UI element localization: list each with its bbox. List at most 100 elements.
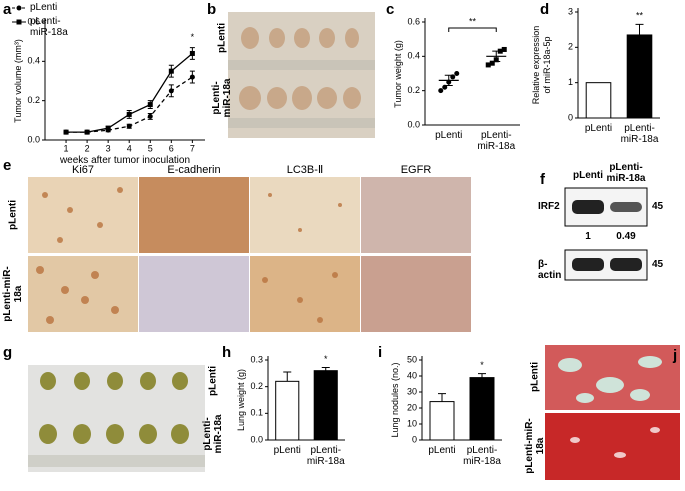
column-header: LC3B-Ⅱ xyxy=(286,164,324,176)
y-tick-label: 2 xyxy=(568,42,573,52)
panel-letter: f xyxy=(540,171,545,188)
legend-label: pLenti-miR-18a xyxy=(30,16,68,38)
ruler xyxy=(228,118,375,128)
x-tick-label: pLenti xyxy=(584,123,613,134)
y-tick-label: 0.0 xyxy=(407,119,420,129)
column-header: E-cadherin xyxy=(167,164,221,176)
y-tick-label: 0 xyxy=(412,434,417,444)
annotation: * xyxy=(480,360,484,370)
x-tick-label: pLenti-miR-18a xyxy=(620,123,659,145)
column-header: pLenti-miR-18a xyxy=(606,162,646,184)
annotation: * xyxy=(324,354,328,364)
marker xyxy=(126,123,132,129)
dot xyxy=(489,60,495,66)
y-axis-label: Tumor volume (mm³) xyxy=(13,39,24,123)
dot xyxy=(485,62,491,68)
lungs xyxy=(39,372,189,444)
bar xyxy=(275,380,300,441)
panel-letter: h xyxy=(222,344,232,361)
y-axis-label: Relative expression xyxy=(531,25,542,105)
y-tick-label: 30 xyxy=(407,386,417,396)
marker xyxy=(126,111,132,117)
alveoli xyxy=(570,427,660,458)
row-label: pLenti-miR-18a xyxy=(211,78,233,118)
alveoli xyxy=(558,356,662,403)
x-axis-label: weeks after tumor inoculation xyxy=(59,155,191,166)
y-tick-label: 0.4 xyxy=(27,56,40,66)
row-label: pLenti-miR-18a xyxy=(2,266,24,322)
marker xyxy=(63,129,69,135)
y-tick-label: 10 xyxy=(407,418,417,428)
error-bar xyxy=(478,373,486,378)
band-label: IRF2 xyxy=(538,201,560,212)
x-tick-label: 4 xyxy=(127,143,132,153)
band-size: 45 xyxy=(652,201,664,212)
x-tick-label: 7 xyxy=(190,143,195,153)
x-tick-label: 3 xyxy=(106,143,111,153)
row-label: pLenti-miR-18a xyxy=(524,418,546,474)
y-tick-label: 0.2 xyxy=(407,85,420,95)
y-tick-label: 40 xyxy=(407,370,417,380)
marker xyxy=(147,102,153,108)
error-bar xyxy=(438,393,446,402)
band-size: 45 xyxy=(652,259,664,270)
legend-marker xyxy=(16,5,22,11)
band xyxy=(610,258,642,271)
y-tick-label: 20 xyxy=(407,402,417,412)
marker xyxy=(105,125,111,131)
bar xyxy=(313,370,338,441)
annotation: ** xyxy=(636,11,644,21)
marker xyxy=(189,74,195,80)
panel-letter: c xyxy=(386,1,395,18)
y-tick-label: 0.3 xyxy=(250,354,263,364)
y-axis-label: Lung weight (g) xyxy=(236,368,247,432)
y-tick-label: 0 xyxy=(568,112,573,122)
y-axis-label: Lung nodules (no.) xyxy=(390,362,401,438)
error-bar xyxy=(635,23,644,35)
ruler xyxy=(28,455,205,467)
bar xyxy=(585,82,612,119)
error-bar xyxy=(444,74,453,87)
x-tick-label: pLenti xyxy=(428,445,456,456)
marker xyxy=(189,50,195,56)
column-header: EGFR xyxy=(400,164,432,176)
y-tick-label: 50 xyxy=(407,354,417,364)
ratio-label: 0.49 xyxy=(616,231,636,242)
marker xyxy=(168,68,174,74)
row-label: pLenti xyxy=(216,23,228,53)
marker xyxy=(168,88,174,94)
row-label: pLenti xyxy=(529,362,541,392)
x-tick-label: 1 xyxy=(64,143,69,153)
error-bar xyxy=(283,371,292,382)
x-tick-label: 6 xyxy=(169,143,174,153)
ratio-label: 1 xyxy=(585,231,591,242)
panel-letter: j xyxy=(673,347,678,364)
y-tick-label: 0.4 xyxy=(407,51,420,61)
x-tick-label: pLenti xyxy=(435,130,463,141)
y-tick-label: 0.2 xyxy=(27,95,40,105)
band xyxy=(572,258,604,271)
y-tick-label: 0.0 xyxy=(27,134,40,144)
x-tick-label: 5 xyxy=(148,143,153,153)
error-bar xyxy=(321,366,330,371)
ruler xyxy=(228,60,375,70)
y-tick-label: 0.1 xyxy=(250,408,263,418)
bar xyxy=(469,377,495,441)
x-tick-label: pLenti-miR-18a xyxy=(477,130,516,152)
legend-label: pLenti xyxy=(30,2,58,13)
legend-marker xyxy=(16,19,22,25)
panel-letter: b xyxy=(207,1,217,18)
tumors xyxy=(239,27,361,110)
panel-letter: a xyxy=(3,1,12,18)
y-tick-label: 0.2 xyxy=(250,381,263,391)
x-tick-label: pLenti-miR-18a xyxy=(463,445,501,467)
band-label: β-actin xyxy=(538,259,562,281)
panel-letter: g xyxy=(3,344,13,361)
column-header: Ki67 xyxy=(71,164,95,176)
dot xyxy=(501,46,507,52)
bar xyxy=(429,401,455,441)
row-label: pLenti xyxy=(7,200,19,230)
y-tick-label: 1 xyxy=(568,77,573,87)
